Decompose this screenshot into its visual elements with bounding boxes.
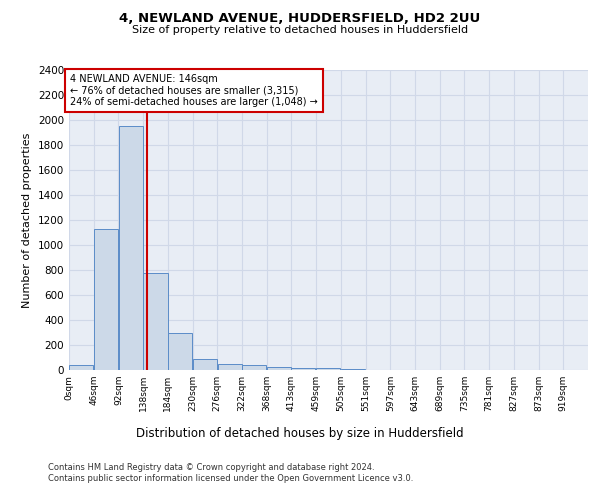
Text: Size of property relative to detached houses in Huddersfield: Size of property relative to detached ho… <box>132 25 468 35</box>
Text: 4, NEWLAND AVENUE, HUDDERSFIELD, HD2 2UU: 4, NEWLAND AVENUE, HUDDERSFIELD, HD2 2UU <box>119 12 481 26</box>
Bar <box>341 369 365 370</box>
Bar <box>316 368 340 370</box>
Y-axis label: Number of detached properties: Number of detached properties <box>22 132 32 308</box>
Bar <box>94 229 118 370</box>
Bar <box>119 126 143 370</box>
Bar <box>168 332 193 370</box>
Bar <box>143 272 167 370</box>
Text: Distribution of detached houses by size in Huddersfield: Distribution of detached houses by size … <box>136 428 464 440</box>
Bar <box>69 365 94 370</box>
Bar <box>218 364 242 370</box>
Bar <box>242 365 266 370</box>
Text: Contains HM Land Registry data © Crown copyright and database right 2024.: Contains HM Land Registry data © Crown c… <box>48 462 374 471</box>
Text: 4 NEWLAND AVENUE: 146sqm
← 76% of detached houses are smaller (3,315)
24% of sem: 4 NEWLAND AVENUE: 146sqm ← 76% of detach… <box>70 74 318 107</box>
Text: Contains public sector information licensed under the Open Government Licence v3: Contains public sector information licen… <box>48 474 413 483</box>
Bar <box>291 368 316 370</box>
Bar <box>193 359 217 370</box>
Bar <box>267 367 291 370</box>
